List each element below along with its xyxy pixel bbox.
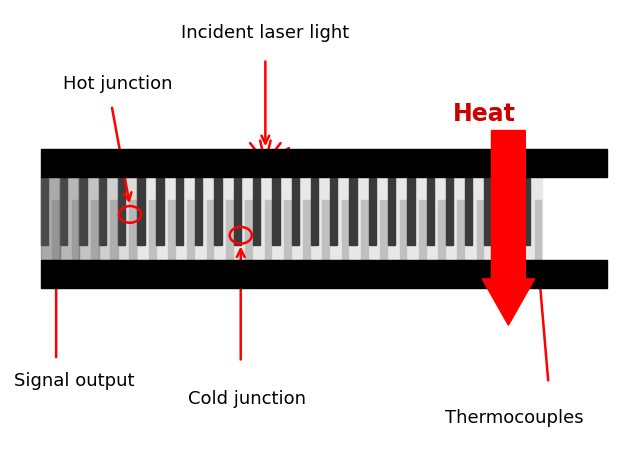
Bar [187,200,194,260]
Bar [226,200,233,260]
Bar [253,177,260,246]
Bar [265,200,271,260]
Bar [292,177,299,246]
Text: Signal output: Signal output [14,372,135,390]
Bar [80,177,86,246]
Bar [303,200,310,260]
FancyArrow shape [482,131,535,325]
Bar [465,177,473,246]
Bar [515,200,522,260]
Bar [245,200,252,260]
Bar [214,177,222,246]
Bar [149,200,155,260]
Bar [388,177,395,246]
Bar [496,200,503,260]
Bar [99,177,106,246]
Bar [342,200,349,260]
Text: Incident laser light: Incident laser light [182,24,349,42]
Bar [118,177,137,260]
Bar [272,177,280,246]
Bar [176,177,183,246]
Bar [130,200,136,260]
Bar [110,200,117,260]
Text: Heat: Heat [453,102,516,126]
Bar [41,260,607,288]
Bar [485,177,491,246]
Bar [99,177,118,260]
Text: Hot junction: Hot junction [63,75,172,93]
Bar [446,177,453,246]
Bar [41,177,48,246]
Bar [53,200,59,260]
Bar [207,200,213,260]
Bar [41,149,607,177]
Bar [41,177,60,260]
Bar [419,200,426,260]
Bar [118,177,125,246]
Bar [426,177,434,246]
Text: Thermocouples: Thermocouples [445,409,584,427]
Bar [380,200,387,260]
Bar [349,177,357,246]
Bar [369,177,376,246]
Bar [41,177,542,260]
Bar [476,200,483,260]
Bar [322,200,329,260]
Bar [156,177,164,246]
Bar [310,177,318,246]
Bar [60,177,68,246]
Bar [284,200,290,260]
Bar [233,177,241,246]
Bar [535,200,541,260]
Bar [458,200,464,260]
Bar [504,177,511,246]
Bar [408,177,414,246]
Bar [438,200,445,260]
Bar [399,200,406,260]
Bar [80,177,99,260]
Bar [195,177,202,246]
Bar [137,177,145,246]
Bar [91,200,98,260]
Bar [330,177,337,246]
Text: Cold junction: Cold junction [188,391,306,408]
Bar [523,177,530,246]
Bar [71,200,78,260]
Bar [60,177,80,260]
Bar [361,200,367,260]
Bar [168,200,175,260]
